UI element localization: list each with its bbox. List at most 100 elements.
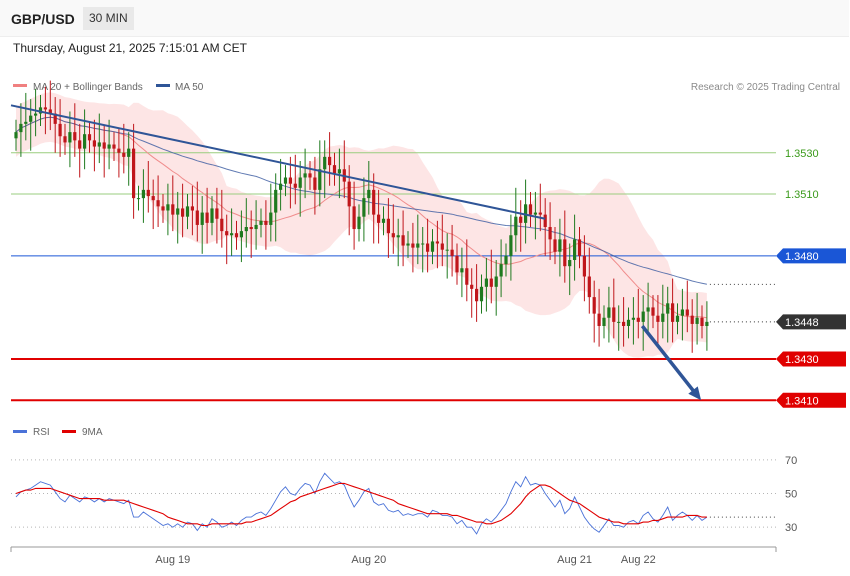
candle — [136, 185, 141, 211]
candle-body — [475, 288, 479, 302]
candle — [161, 194, 165, 223]
candle — [435, 220, 439, 269]
candle-body — [352, 206, 356, 230]
candle-body — [68, 132, 72, 143]
candle-body — [259, 220, 263, 225]
legend-swatch-rsi — [13, 430, 27, 433]
candle-body — [563, 239, 567, 267]
candle-body — [151, 196, 155, 201]
candle — [176, 191, 180, 244]
candle — [68, 111, 72, 168]
candle-body — [381, 218, 386, 223]
candle — [528, 191, 533, 227]
candle — [112, 132, 116, 161]
level-label-5: 1.3410 — [785, 395, 819, 407]
candle — [381, 206, 386, 236]
candle-body — [24, 121, 28, 124]
candle — [597, 288, 601, 347]
candle-body — [92, 140, 96, 147]
candle — [293, 154, 297, 205]
candle — [543, 198, 547, 256]
legend-swatch-9ma — [62, 430, 76, 433]
candle — [352, 181, 356, 250]
candle — [239, 210, 243, 263]
time-axis: Aug 19 Aug 20 Aug 21 Aug 22 — [10, 546, 777, 566]
candle-body — [582, 255, 586, 277]
candle-body — [313, 177, 317, 190]
candle-body — [303, 173, 307, 178]
candle — [602, 305, 606, 339]
rsi-tick-label: 50 — [785, 489, 797, 501]
candle — [475, 264, 479, 322]
candle-body — [680, 309, 684, 316]
candle-body — [200, 212, 204, 225]
candle — [122, 123, 126, 174]
candle — [190, 185, 194, 236]
candle — [107, 119, 111, 170]
candle-body — [288, 177, 292, 184]
rsi-tick-label: 30 — [785, 522, 797, 534]
candle — [87, 121, 92, 153]
candle-body — [577, 239, 582, 256]
time-tick-label: Aug 22 — [621, 554, 656, 566]
candle-body — [29, 115, 33, 122]
candle — [460, 247, 464, 298]
candle-body — [161, 206, 165, 211]
candle — [680, 288, 684, 341]
candle-body — [470, 284, 474, 289]
candle — [141, 169, 145, 223]
candle — [171, 175, 175, 232]
candle — [582, 235, 586, 302]
candle-body — [445, 249, 449, 251]
candle-body — [426, 243, 430, 252]
candle-body — [484, 278, 488, 287]
ma50-line — [15, 116, 707, 285]
candle-body — [675, 315, 680, 322]
candle-body — [87, 134, 92, 141]
candle — [577, 227, 582, 269]
candle — [308, 161, 312, 190]
candle — [83, 109, 87, 170]
candle-body — [190, 206, 194, 211]
candle — [612, 278, 616, 339]
candle — [146, 161, 150, 213]
candle-body — [587, 276, 591, 298]
candle-body — [185, 206, 190, 217]
candle — [181, 183, 185, 238]
candle — [509, 214, 513, 281]
candle-body — [136, 198, 141, 200]
legend-label-rsi: RSI — [33, 427, 50, 438]
candle — [377, 189, 381, 244]
pair-title: GBP/USD — [11, 11, 75, 27]
candle — [185, 194, 190, 230]
candle-body — [396, 235, 400, 238]
level-tag-5 — [776, 392, 846, 408]
candle-body — [63, 136, 67, 143]
candle-body — [283, 177, 288, 184]
candle-body — [489, 278, 493, 287]
candle-body — [553, 239, 557, 252]
candle — [386, 198, 390, 258]
timeframe-badge[interactable]: 30 MIN — [83, 7, 134, 30]
candle-body — [666, 303, 670, 314]
candle-body — [293, 183, 297, 188]
candle-body — [73, 132, 77, 141]
candle — [200, 196, 204, 254]
candle-body — [651, 307, 655, 316]
candle-body — [465, 268, 469, 285]
candle-body — [146, 189, 150, 197]
legend-label-ma50: MA 50 — [175, 82, 204, 93]
rsi-series-rsi — [15, 472, 708, 535]
candle — [592, 280, 596, 343]
candle-body — [323, 156, 327, 170]
candle — [244, 198, 248, 248]
candle-body — [597, 313, 601, 326]
level-label-0: 1.3530 — [785, 148, 819, 160]
candle-body — [171, 204, 175, 215]
level-label-4: 1.3430 — [785, 354, 819, 366]
candle — [661, 284, 665, 339]
candle — [548, 202, 552, 260]
candle — [92, 119, 96, 172]
candle — [421, 227, 425, 273]
